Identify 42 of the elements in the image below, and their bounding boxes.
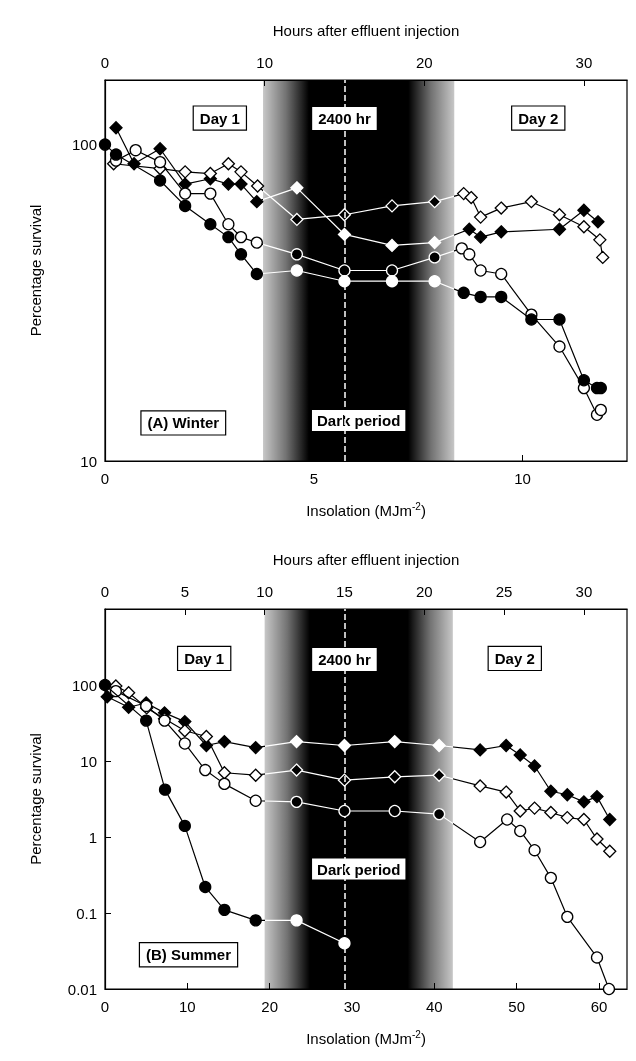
x-tick-label: 10 — [178, 998, 196, 1015]
ref-line-label: 2400 hr — [318, 651, 371, 668]
band-label: Dark period — [317, 860, 401, 878]
y-tick-label: 100 — [71, 676, 97, 694]
annotation: (B) Summer — [146, 946, 232, 964]
x2-axis-title: Hours after effluent injection — [272, 22, 460, 39]
x2-axis-title: Hours after effluent injection — [272, 551, 460, 568]
y-tick-label: 0.1 — [76, 904, 97, 922]
x-tick-label: 5 — [309, 470, 318, 487]
y-axis-title: Percentage survival — [27, 204, 44, 337]
x-tick-label: 10 — [514, 470, 531, 487]
x2-tick-label: 30 — [575, 583, 593, 600]
y-tick-label: 0.01 — [67, 980, 97, 998]
x-tick-label: 0 — [100, 998, 110, 1015]
x2-tick-label: 10 — [256, 54, 273, 71]
y-tick-label: 10 — [80, 452, 97, 470]
x2-tick-label: 30 — [575, 54, 593, 71]
x-tick-label: 20 — [261, 998, 279, 1015]
y-axis-title: Percentage survival — [27, 733, 44, 865]
band-label: Dark period — [316, 412, 401, 429]
annotation: Day 2 — [518, 109, 559, 127]
annotation: Day 1 — [184, 649, 225, 667]
x2-tick-label: 5 — [180, 583, 189, 600]
x2-tick-label: 15 — [336, 583, 353, 600]
x2-tick-label: 20 — [415, 583, 433, 600]
x-tick-label: 60 — [590, 998, 608, 1015]
x2-tick-label: 0 — [100, 54, 110, 71]
x-tick-label: 40 — [425, 998, 443, 1015]
annotation: Day 1 — [199, 109, 240, 127]
annotation: Day 2 — [494, 649, 535, 667]
x-tick-label: 0 — [100, 470, 110, 487]
x2-tick-label: 10 — [256, 583, 273, 600]
x2-tick-label: 25 — [495, 583, 513, 600]
x2-tick-label: 20 — [415, 54, 433, 71]
y-tick-label: 100 — [71, 136, 97, 154]
x2-tick-label: 0 — [100, 583, 110, 600]
y-tick-label: 1 — [88, 828, 97, 846]
ref-line-label: 2400 hr — [318, 110, 371, 127]
x-tick-label: 30 — [343, 998, 361, 1015]
annotation: (A) Winter — [147, 414, 220, 432]
x-tick-label: 50 — [508, 998, 526, 1015]
y-tick-label: 10 — [80, 752, 97, 770]
